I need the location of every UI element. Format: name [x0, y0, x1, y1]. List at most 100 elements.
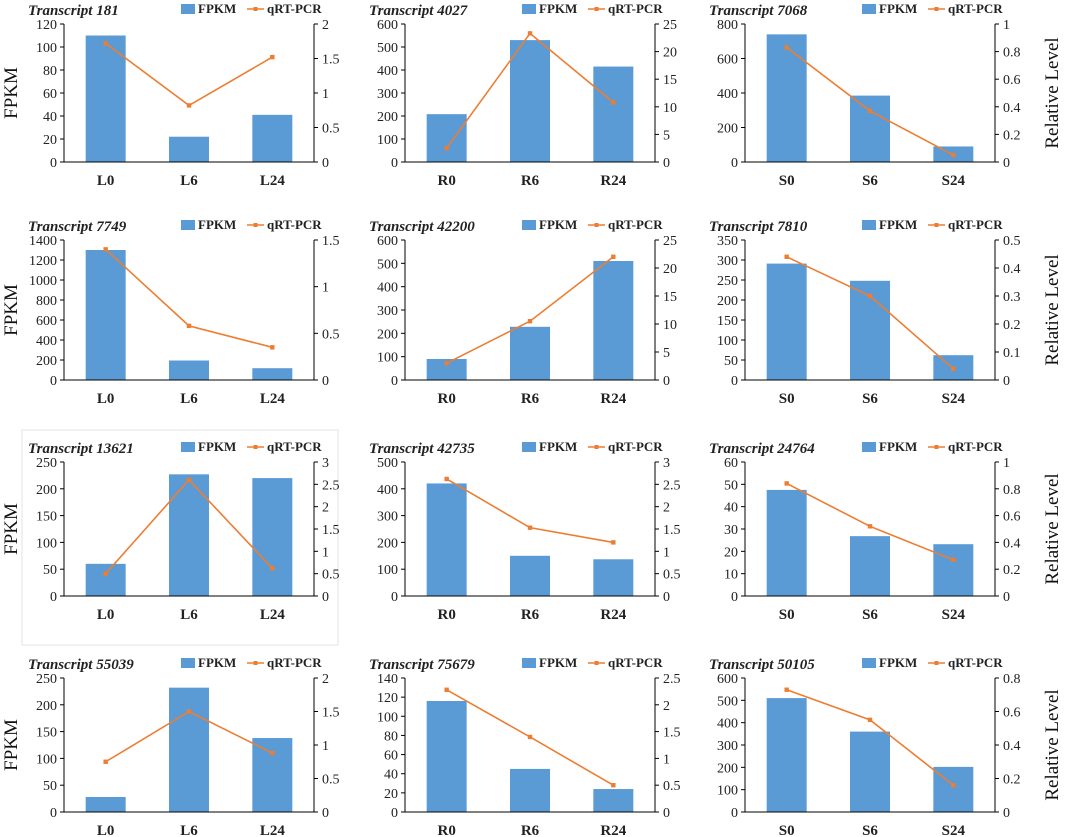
right-tick-label: 0.2	[1003, 318, 1021, 333]
left-tick-label: 0	[731, 156, 738, 171]
right-tick-label: 1.5	[322, 706, 340, 721]
left-tick-label: 50	[724, 478, 738, 493]
right-tick-label: 0	[663, 374, 670, 389]
right-tick-label: 0.2	[1003, 773, 1021, 788]
right-tick-label: 0.8	[1003, 672, 1021, 687]
bar-fpkm	[85, 563, 126, 596]
right-tick-label: 20	[663, 46, 677, 61]
category-label: L24	[260, 607, 286, 623]
bar-fpkm	[510, 40, 550, 162]
legend-bar-label: FPKM	[879, 655, 917, 670]
qrt-pcr-point	[951, 557, 956, 563]
left-tick-label: 200	[717, 294, 738, 309]
qrt-pcr-point	[270, 345, 275, 350]
bar-fpkm	[766, 34, 807, 162]
category-label: L0	[97, 391, 115, 407]
left-tick-label: 400	[377, 64, 398, 79]
right-axis-title: Relative Level	[1042, 254, 1063, 365]
qrt-pcr-line	[105, 42, 273, 107]
qrt-pcr-point	[867, 293, 873, 299]
left-tick-label: 300	[377, 510, 398, 525]
right-tick-label: 0.8	[1003, 483, 1021, 498]
bar-fpkm	[850, 536, 890, 596]
left-tick-label: 200	[717, 761, 738, 776]
bar-fpkm	[593, 559, 634, 596]
panel-transcript-42735: Transcript 42735 FPKM qRT-PCR 0 100 200 300 400…	[369, 439, 681, 623]
left-axis-title: FPKM	[1, 67, 22, 119]
qrt-pcr-point	[951, 152, 956, 158]
left-tick-label: 200	[36, 354, 57, 369]
qrt-pcr-point	[867, 717, 873, 723]
panel-title: Transcript 50105	[709, 657, 815, 673]
legend: FPKM qRT-PCR	[862, 217, 1003, 232]
left-tick-label: 0	[391, 590, 398, 605]
right-tick-label: 0.3	[1003, 290, 1021, 305]
right-tick-label: 0.6	[1003, 73, 1021, 88]
left-tick-label: 400	[377, 483, 398, 498]
left-tick-label: 20	[384, 787, 398, 802]
right-tick-label: 25	[663, 234, 677, 249]
qrt-pcr-point	[444, 146, 449, 151]
category-label: S24	[942, 823, 966, 837]
qrt-pcr-point	[611, 100, 616, 105]
left-tick-label: 200	[377, 536, 398, 551]
right-tick-label: 0.4	[1003, 262, 1021, 277]
legend: FPKM qRT-PCR	[522, 655, 663, 670]
right-tick-label: 20	[663, 262, 677, 277]
legend-line-marker	[253, 445, 258, 449]
right-tick-label: 25	[663, 18, 677, 33]
bar-fpkm	[593, 66, 634, 162]
left-tick-label: 600	[717, 672, 738, 687]
right-tick-label: 0	[1003, 806, 1010, 821]
legend-bar-swatch	[181, 442, 195, 452]
bar-fpkm	[510, 326, 550, 380]
legend-bar-label: FPKM	[539, 655, 577, 670]
bar-fpkm	[510, 768, 550, 812]
bar-fpkm	[426, 359, 467, 380]
qrt-pcr-point	[186, 709, 192, 714]
panel-transcript-7810: Transcript 7810 FPKM qRT-PCR 0 50 100 150 200 25…	[709, 217, 1021, 407]
qrt-pcr-line	[446, 478, 614, 544]
legend: FPKM qRT-PCR	[522, 217, 663, 232]
panel-title: Transcript 7810	[709, 219, 808, 235]
bar-fpkm	[426, 483, 467, 596]
legend-bar-swatch	[522, 658, 536, 668]
bar-fpkm	[252, 478, 293, 596]
legend-bar-swatch	[862, 442, 876, 452]
right-tick-label: 0.8	[1003, 46, 1021, 61]
right-tick-label: 5	[663, 128, 670, 143]
left-tick-label: 0	[391, 156, 398, 171]
qrt-pcr-line	[105, 248, 273, 349]
left-tick-label: 100	[377, 563, 398, 578]
category-label: L0	[97, 607, 115, 623]
legend: FPKM qRT-PCR	[862, 439, 1003, 454]
left-tick-label: 40	[724, 501, 738, 516]
left-tick-label: 100	[377, 710, 398, 725]
right-tick-label: 1.5	[322, 523, 340, 538]
qrt-pcr-point	[444, 361, 449, 366]
panel-title: Transcript 7749	[28, 219, 127, 235]
right-tick-label: 1.5	[663, 726, 681, 741]
bar-fpkm	[850, 95, 890, 162]
legend-bar-swatch	[522, 442, 536, 452]
panel-transcript-4027: Transcript 4027 FPKM qRT-PCR01002003004005…	[369, 1, 677, 189]
left-tick-label: 600	[36, 314, 57, 329]
legend-bar-label: FPKM	[198, 217, 236, 232]
category-label: S6	[862, 391, 878, 407]
left-tick-label: 100	[36, 752, 57, 767]
left-tick-label: 0	[391, 806, 398, 821]
legend: FPKM qRT-PCR	[522, 1, 663, 16]
panel-highlight-frame	[21, 429, 339, 646]
legend: FPKM qRT-PCR	[181, 1, 322, 16]
legend: FPKM qRT-PCR	[181, 655, 322, 670]
bar-fpkm	[510, 555, 550, 596]
right-tick-label: 0.2	[1003, 128, 1021, 143]
legend-line-label: qRT-PCR	[608, 1, 663, 16]
left-tick-label: 10	[724, 568, 738, 583]
category-label: R6	[521, 391, 540, 407]
left-tick-label: 800	[717, 18, 738, 33]
bar-fpkm	[252, 738, 293, 812]
category-label: R6	[521, 823, 540, 837]
qrt-pcr-point	[951, 366, 956, 371]
legend-line-label: qRT-PCR	[948, 439, 1003, 454]
